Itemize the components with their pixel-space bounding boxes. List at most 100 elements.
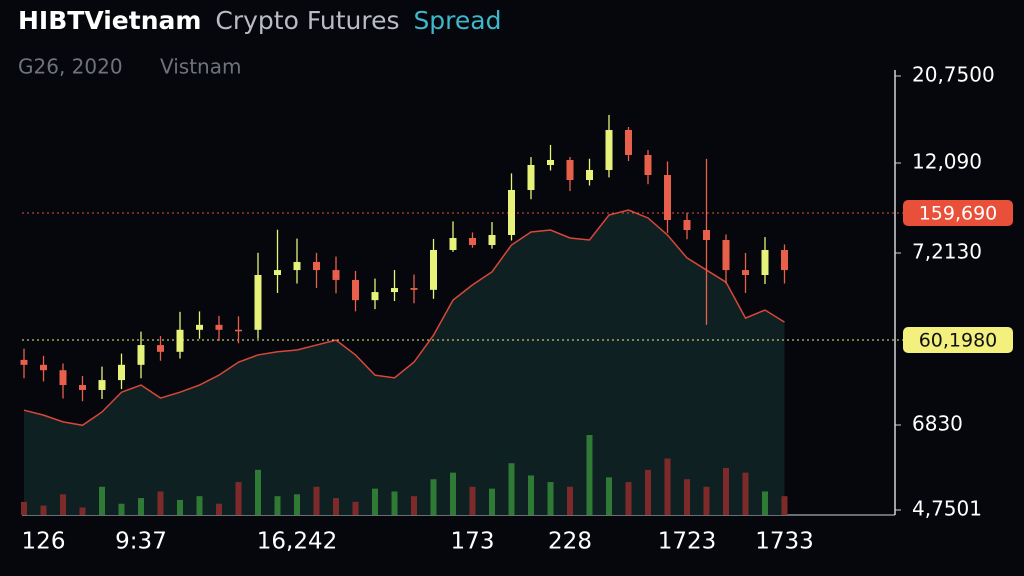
candle-body bbox=[703, 230, 710, 241]
candle-body bbox=[742, 270, 749, 276]
volume-bar bbox=[469, 486, 476, 515]
volume-bar bbox=[489, 488, 495, 515]
title-part: HIBTVietnam bbox=[18, 6, 201, 35]
candle-body bbox=[781, 249, 788, 271]
subtitle: G26, 2020 bbox=[18, 55, 123, 79]
candle-body bbox=[40, 364, 47, 371]
volume-bar bbox=[60, 494, 66, 515]
x-tick-label: 173 bbox=[451, 529, 495, 555]
volume-bar bbox=[742, 472, 749, 515]
price-label: 159,690 bbox=[919, 203, 998, 225]
volume-bar bbox=[528, 475, 534, 515]
volume-bar bbox=[625, 482, 632, 515]
volume-bar bbox=[567, 486, 573, 515]
candle-body bbox=[605, 129, 613, 170]
candle-body bbox=[254, 275, 262, 330]
y-tick-label: 7,2130 bbox=[912, 240, 982, 264]
volume-bar bbox=[216, 503, 222, 515]
volume-bar bbox=[333, 498, 339, 515]
candle-body bbox=[586, 169, 593, 180]
volume-bar bbox=[40, 505, 47, 515]
volume-bar bbox=[157, 491, 164, 515]
candle-body bbox=[391, 288, 398, 293]
candle-body bbox=[371, 292, 379, 301]
candle-body bbox=[488, 235, 496, 246]
volume-bar bbox=[313, 486, 320, 515]
candle-body bbox=[722, 240, 730, 271]
price-label-box bbox=[903, 327, 1013, 353]
candle-body bbox=[644, 155, 652, 175]
candle-body bbox=[566, 159, 574, 180]
candle-body bbox=[664, 174, 671, 221]
plot: 159,690 60,1980 20,7500 12,090 7,2130 6830 4,7… bbox=[20, 63, 1013, 555]
volume-bar bbox=[177, 499, 183, 515]
volume-bar bbox=[235, 482, 242, 515]
chart-title: HIBTVietnam Crypto Futures Spread bbox=[18, 6, 501, 35]
candle-body bbox=[430, 249, 437, 290]
price-label-box bbox=[903, 200, 1013, 226]
volume-bar bbox=[606, 477, 612, 515]
volume-bar bbox=[781, 496, 788, 515]
subtitle: Vistnam bbox=[160, 55, 241, 79]
volume-bar bbox=[430, 479, 437, 515]
y-tick-label: 6830 bbox=[912, 412, 963, 436]
candle-body bbox=[761, 249, 769, 276]
candle-body bbox=[20, 359, 28, 365]
candle-body bbox=[332, 270, 340, 280]
volume-bar bbox=[723, 467, 729, 515]
candle-body bbox=[118, 364, 125, 381]
volume-bar bbox=[79, 507, 86, 515]
volume-bar bbox=[450, 472, 456, 515]
volume-bar bbox=[411, 496, 417, 515]
volume-bar bbox=[664, 458, 671, 515]
candle-body bbox=[196, 324, 203, 330]
price-label: 60,1980 bbox=[919, 330, 998, 352]
volume-bar bbox=[255, 469, 261, 515]
candle-body bbox=[469, 237, 476, 246]
volume-bar bbox=[352, 501, 359, 515]
volume-bar bbox=[547, 482, 554, 515]
candle-body bbox=[79, 385, 86, 390]
y-tick-label: 12,090 bbox=[912, 150, 982, 174]
candle-body bbox=[547, 159, 554, 165]
volume-bar bbox=[196, 496, 203, 515]
title-part: Spread bbox=[413, 6, 501, 35]
candle-body bbox=[98, 380, 106, 390]
volume-bar bbox=[684, 479, 690, 515]
volume-bar bbox=[294, 494, 300, 515]
candle-body bbox=[176, 329, 184, 352]
candle-body bbox=[59, 370, 67, 386]
candle-body bbox=[449, 237, 457, 250]
x-tick-label: 1733 bbox=[755, 529, 814, 555]
volume-bar bbox=[586, 435, 593, 515]
volume-bar bbox=[762, 491, 768, 515]
x-tick-label: 16,242 bbox=[257, 529, 337, 555]
title-part: Crypto Futures bbox=[215, 6, 399, 35]
volume-bar bbox=[508, 463, 515, 515]
candle-body bbox=[215, 324, 223, 330]
candle-body bbox=[508, 189, 515, 236]
x-tick-label: 1723 bbox=[658, 529, 717, 555]
y-tick-label: 20,7500 bbox=[912, 63, 995, 87]
volume-bar bbox=[21, 501, 27, 515]
candle-body bbox=[352, 279, 359, 301]
candle-body bbox=[625, 129, 632, 156]
candle-body bbox=[274, 270, 281, 276]
ma-area bbox=[24, 210, 785, 515]
ma-line bbox=[23, 209, 785, 427]
volume-bar bbox=[703, 486, 710, 515]
candle-body bbox=[313, 261, 320, 271]
candle-body bbox=[683, 220, 691, 231]
candle-body bbox=[527, 164, 535, 190]
volume-bar bbox=[645, 469, 651, 515]
x-tick-label: 126 bbox=[22, 529, 66, 555]
volume-bar bbox=[99, 486, 105, 515]
volume-bar bbox=[274, 496, 281, 515]
y-tick-label: 4,7501 bbox=[912, 497, 982, 521]
volume-bar bbox=[118, 503, 125, 515]
candle-body bbox=[410, 288, 418, 290]
x-tick-label: 9:37 bbox=[115, 529, 167, 555]
volume-bar bbox=[138, 498, 144, 515]
volume-bar bbox=[391, 491, 398, 515]
